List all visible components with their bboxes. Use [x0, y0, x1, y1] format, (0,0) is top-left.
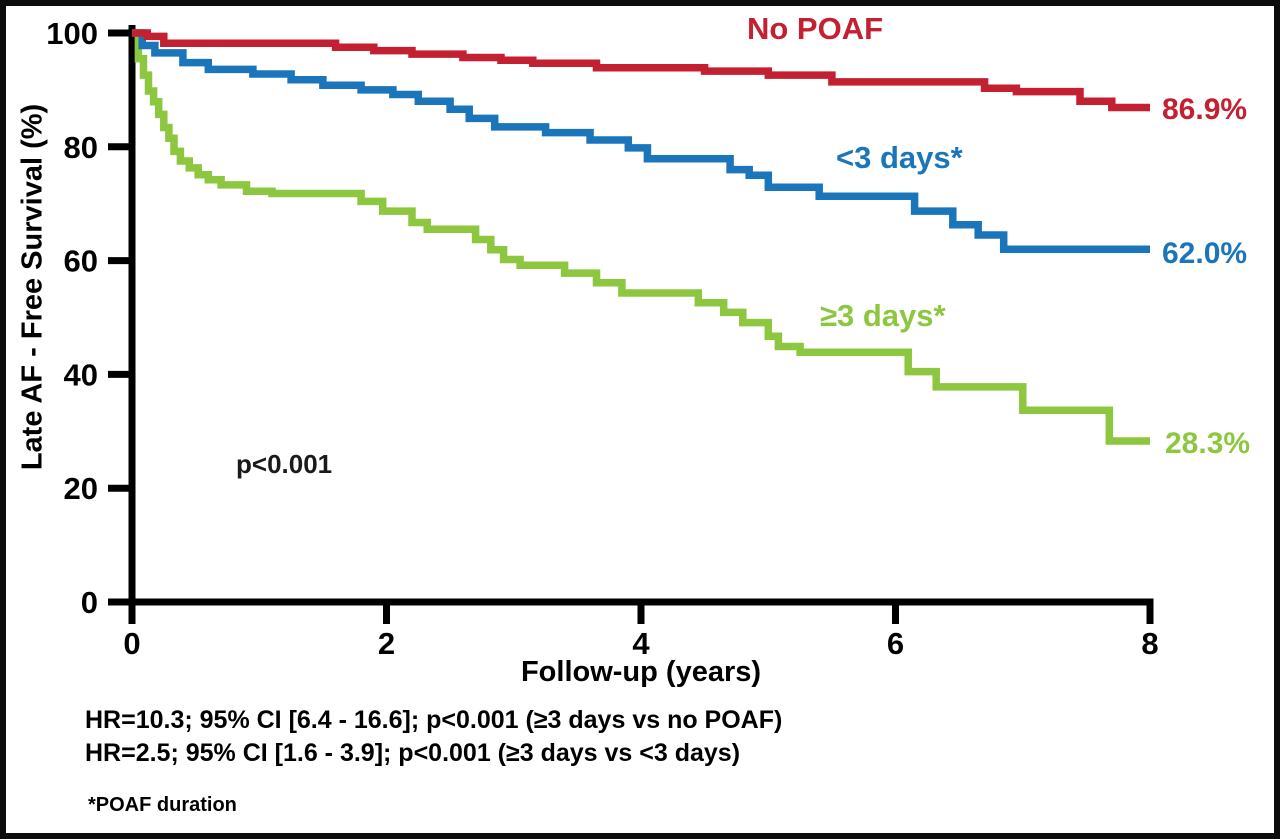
end-label-no-poaf: 86.9%: [1162, 93, 1248, 126]
series-label-no-poaf: No POAF: [747, 11, 884, 46]
poaf-duration-footnote: *POAF duration: [88, 794, 237, 816]
y-axis-tick-label: 100: [46, 16, 98, 51]
survival-curve-ge3_days: [132, 29, 1150, 445]
x-axis-tick-label: 2: [378, 626, 395, 661]
survival-curve-no_poaf: [132, 29, 1150, 112]
stats-line-1: HR=10.3; 95% CI [6.4 - 16.6]; p<0.001 (≥…: [85, 706, 783, 734]
series-label-lt3-days: <3 days*: [836, 140, 963, 175]
x-axis-tick-label: 6: [887, 626, 904, 661]
y-axis-tick-label: 80: [64, 130, 98, 165]
end-label-ge3-days: 28.3%: [1165, 427, 1251, 460]
x-axis-tick-label: 0: [123, 626, 140, 661]
series-label-ge3-days: ≥3 days*: [820, 298, 946, 333]
survival-curve-lt3_days: [132, 29, 1150, 253]
x-axis-tick-label: 4: [632, 626, 650, 661]
end-label-lt3-days: 62.0%: [1162, 237, 1248, 270]
x-axis-tick-label: 8: [1141, 626, 1158, 661]
y-axis-tick-label: 40: [64, 357, 98, 392]
stats-line-2: HR=2.5; 95% CI [1.6 - 3.9]; p<0.001 (≥3 …: [85, 739, 741, 767]
x-axis-title: Follow-up (years): [520, 656, 762, 688]
p-value-annotation: p<0.001: [236, 449, 333, 479]
y-axis-tick-label: 60: [64, 244, 98, 279]
y-axis-tick-label: 20: [64, 471, 98, 506]
y-axis-title: Late AF - Free Survival (%): [16, 103, 49, 471]
y-axis-tick-label: 0: [81, 585, 98, 620]
